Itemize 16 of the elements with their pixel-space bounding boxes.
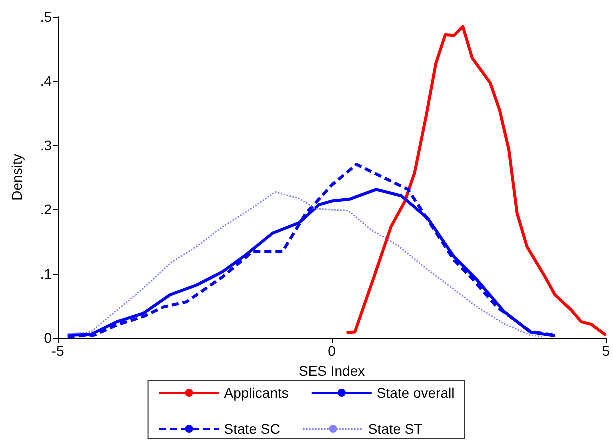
y-axis-title: Density: [9, 154, 25, 201]
x-tick-label: 0: [328, 343, 336, 359]
x-tick-label: 5: [602, 343, 610, 359]
x-axis-title: SES Index: [298, 363, 366, 379]
legend-label: Applicants: [224, 385, 289, 401]
y-tick-label: .3: [40, 137, 52, 154]
y-tick-label: .5: [40, 9, 52, 25]
y-tick-label: 0: [44, 330, 52, 346]
legend-label: State SC: [224, 421, 280, 437]
line-series: [345, 25, 608, 337]
x-tick-label: -5: [52, 343, 64, 359]
y-tick-label: .1: [40, 266, 52, 282]
legend-label: State ST: [368, 421, 424, 437]
y-tick-label: .4: [40, 73, 52, 90]
legend-label: State overall: [376, 385, 455, 401]
y-tick-label: .2: [40, 202, 52, 218]
